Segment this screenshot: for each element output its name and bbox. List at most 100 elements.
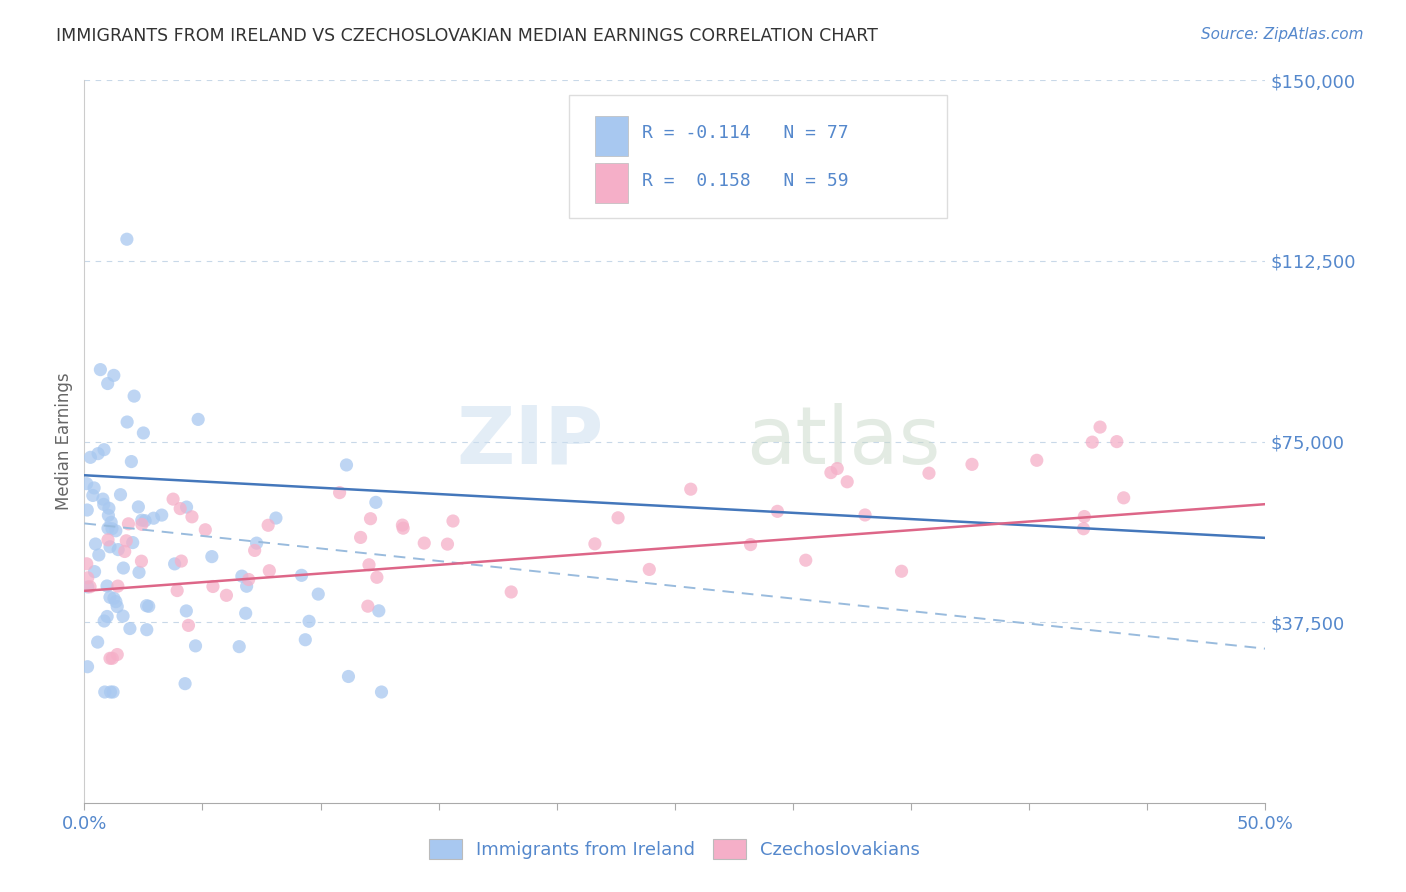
Point xyxy=(93,497,115,511)
Point xyxy=(105,599,128,614)
Point xyxy=(176,604,198,618)
Point xyxy=(76,580,98,594)
Point xyxy=(170,554,193,568)
Text: R = -0.114   N = 77: R = -0.114 N = 77 xyxy=(641,124,848,142)
Text: atlas: atlas xyxy=(745,402,941,481)
Point xyxy=(76,476,98,491)
Point xyxy=(238,573,260,587)
Point xyxy=(890,564,912,578)
Point xyxy=(960,458,983,472)
Point xyxy=(98,591,121,605)
Point xyxy=(101,685,124,699)
Point xyxy=(94,685,117,699)
Point xyxy=(115,415,138,429)
Point xyxy=(918,466,941,480)
Point xyxy=(169,501,191,516)
Legend: Immigrants from Ireland, Czechoslovakians: Immigrants from Ireland, Czechoslovakian… xyxy=(422,831,928,866)
Point xyxy=(118,622,141,636)
Point xyxy=(201,580,224,594)
Point xyxy=(194,523,217,537)
Point xyxy=(76,571,98,585)
Point xyxy=(176,500,198,514)
Point xyxy=(89,362,111,376)
Point xyxy=(115,533,138,548)
Point xyxy=(91,492,114,507)
Point xyxy=(820,466,842,480)
Point xyxy=(97,521,120,535)
Point xyxy=(181,509,204,524)
Point xyxy=(1112,491,1135,505)
Point xyxy=(367,604,389,618)
Point xyxy=(329,485,352,500)
Point xyxy=(1088,420,1111,434)
Point xyxy=(1105,434,1128,449)
Point xyxy=(112,609,135,624)
Point xyxy=(93,614,115,628)
Point xyxy=(162,492,184,507)
Point xyxy=(121,535,143,549)
Point xyxy=(84,537,107,551)
Point xyxy=(392,521,415,535)
Point xyxy=(246,536,269,550)
Text: Source: ZipAtlas.com: Source: ZipAtlas.com xyxy=(1201,27,1364,42)
Point xyxy=(166,583,188,598)
Point xyxy=(93,442,115,457)
Point xyxy=(436,537,458,551)
Point xyxy=(103,368,125,383)
Point xyxy=(128,566,150,580)
FancyBboxPatch shape xyxy=(595,117,627,156)
Point xyxy=(583,537,606,551)
Point xyxy=(307,587,329,601)
Point xyxy=(413,536,436,550)
Point xyxy=(766,504,789,518)
Point xyxy=(1081,435,1104,450)
Point xyxy=(243,543,266,558)
Point xyxy=(87,447,110,461)
Point xyxy=(107,542,129,557)
Point xyxy=(290,568,312,582)
Point xyxy=(104,595,127,609)
Point xyxy=(298,615,321,629)
Point xyxy=(187,412,209,426)
Point xyxy=(1073,509,1095,524)
Point xyxy=(82,488,104,502)
Point xyxy=(184,639,207,653)
Point xyxy=(142,511,165,525)
Point xyxy=(150,508,173,522)
Point xyxy=(131,513,153,527)
Point xyxy=(86,635,108,649)
Point xyxy=(259,564,281,578)
Point xyxy=(138,599,160,614)
Point xyxy=(231,569,253,583)
Text: ZIP: ZIP xyxy=(457,402,605,481)
Point xyxy=(83,565,105,579)
FancyBboxPatch shape xyxy=(595,163,627,203)
Point xyxy=(131,517,153,532)
Point xyxy=(163,557,186,571)
Point xyxy=(335,458,357,472)
Point xyxy=(98,540,121,554)
Point xyxy=(122,389,145,403)
Point xyxy=(337,669,360,683)
Point xyxy=(83,481,105,495)
Point xyxy=(177,618,200,632)
Point xyxy=(97,376,120,391)
Point xyxy=(825,461,848,475)
Point xyxy=(837,475,859,489)
Point xyxy=(235,579,257,593)
Point xyxy=(135,623,157,637)
Point xyxy=(264,511,287,525)
Point xyxy=(103,591,125,606)
Point xyxy=(105,648,128,662)
Point xyxy=(127,500,149,514)
Point xyxy=(257,518,280,533)
Point xyxy=(76,557,98,571)
Point xyxy=(76,659,98,673)
Point xyxy=(112,561,135,575)
Text: IMMIGRANTS FROM IRELAND VS CZECHOSLOVAKIAN MEDIAN EARNINGS CORRELATION CHART: IMMIGRANTS FROM IRELAND VS CZECHOSLOVAKI… xyxy=(56,27,879,45)
Point xyxy=(294,632,316,647)
Point xyxy=(607,510,630,524)
Point xyxy=(679,482,702,496)
Point xyxy=(132,425,155,440)
Point xyxy=(235,607,257,621)
